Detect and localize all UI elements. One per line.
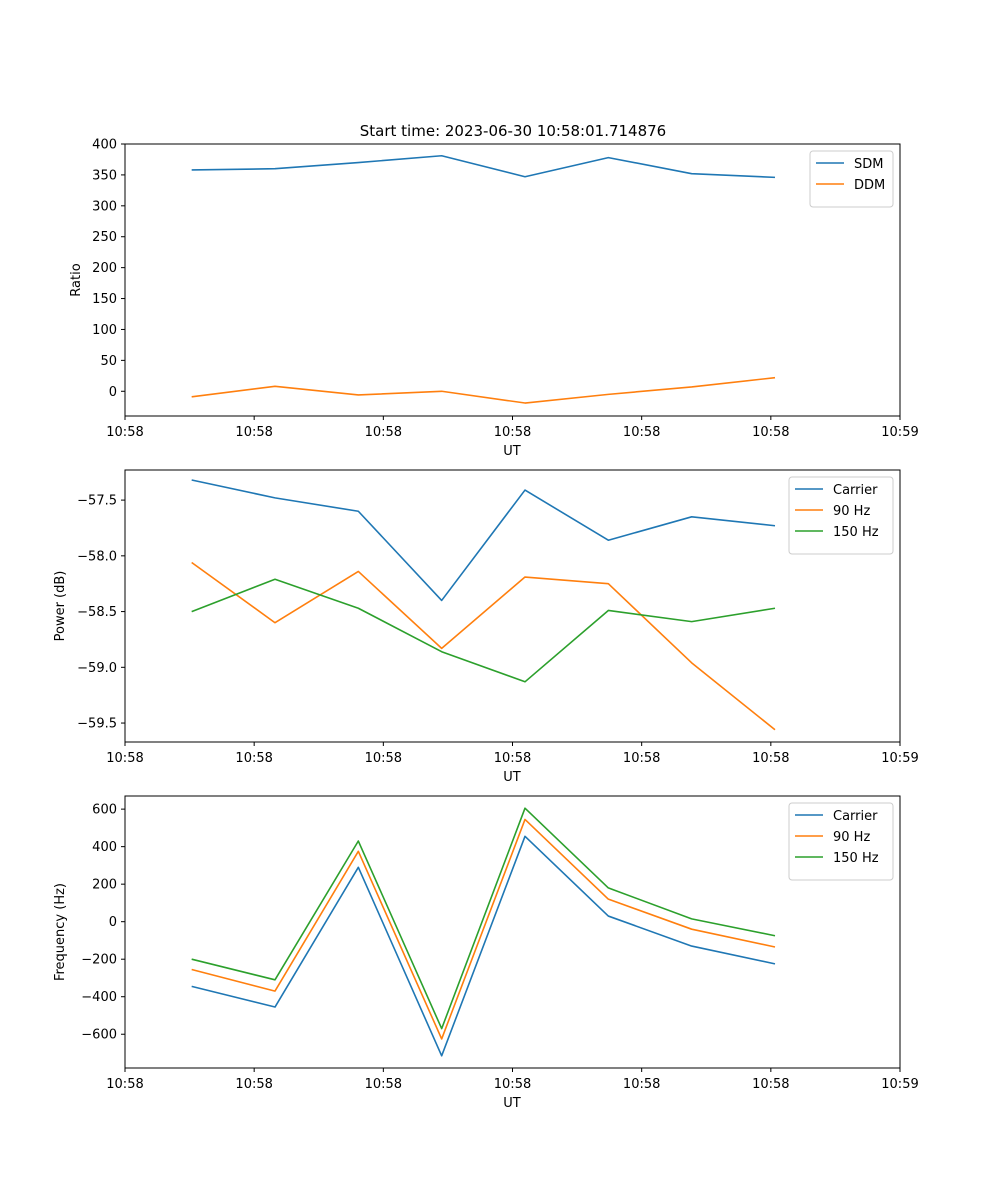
series-line-sdm — [191, 154, 776, 179]
x-tick-label: 10:58 — [752, 1077, 789, 1092]
series-line-carrier — [191, 479, 776, 602]
subplot-3: 10:58 10:58 10:58 10:58 10:58 10:58 10:59 −600 −… — [53, 795, 919, 1111]
x-axis-label: UT — [503, 770, 521, 785]
y-tick-label: −58.5 — [77, 605, 117, 620]
subplot-1: 10:58 10:58 10:58 10:58 10:58 10:58 10:59 0 50 10… — [69, 138, 919, 460]
legend-label: Carrier — [833, 809, 878, 824]
series-line-150-hz — [191, 807, 776, 1030]
x-tick-label: 10:58 — [235, 1077, 272, 1092]
y-axis-label: Frequency (Hz) — [53, 883, 68, 981]
y-tick-label: 250 — [92, 230, 117, 245]
y-tick-label: 0 — [109, 915, 117, 930]
y-tick-label: 600 — [92, 803, 117, 818]
chart-title: Start time: 2023-06-30 10:58:01.714876 — [360, 122, 666, 140]
x-tick-label: 10:58 — [106, 425, 143, 440]
y-tick-label: −58.0 — [77, 549, 117, 564]
y-axis-label: Power (dB) — [53, 571, 68, 642]
subplot-2: 10:58 10:58 10:58 10:58 10:58 10:58 10:59 −59.5… — [53, 469, 919, 785]
legend-label: SDM — [854, 157, 883, 172]
legend-label: 150 Hz — [833, 525, 879, 540]
series-line-90-hz — [191, 561, 776, 731]
x-tick-label: 10:58 — [752, 425, 789, 440]
y-tick-label: 100 — [92, 323, 117, 338]
legend-box — [788, 802, 894, 881]
series-line-ddm — [191, 376, 776, 404]
x-tick-label: 10:58 — [365, 1077, 402, 1092]
x-tick-label: 10:58 — [623, 425, 660, 440]
y-axis-label: Ratio — [69, 263, 84, 296]
x-tick-label: 10:58 — [235, 425, 272, 440]
x-tick-label: 10:59 — [881, 1077, 918, 1092]
x-tick-label: 10:58 — [494, 1077, 531, 1092]
x-tick-label: 10:58 — [494, 751, 531, 766]
x-tick-label: 10:59 — [881, 425, 918, 440]
legend: Carrier 90 Hz 150 Hz — [788, 476, 894, 555]
y-tick-label: −59.5 — [77, 717, 117, 732]
x-tick-label: 10:58 — [365, 425, 402, 440]
x-tick-label: 10:58 — [106, 1077, 143, 1092]
x-tick-label: 10:58 — [623, 751, 660, 766]
y-tick-label: 400 — [92, 840, 117, 855]
series-line-carrier — [191, 835, 776, 1057]
x-tick-label: 10:58 — [752, 751, 789, 766]
series-line-90-hz — [191, 818, 776, 1040]
legend-box — [809, 150, 894, 208]
y-tick-label: −400 — [81, 990, 117, 1005]
x-axis-label: UT — [503, 1096, 521, 1111]
axes-frame — [124, 469, 901, 743]
legend-label: 90 Hz — [833, 830, 870, 845]
series-line-150-hz — [191, 578, 776, 683]
axes-frame — [124, 143, 901, 417]
legend-label: Carrier — [833, 483, 878, 498]
y-tick-label: 400 — [92, 138, 117, 153]
legend-label: 90 Hz — [833, 504, 870, 519]
x-tick-label: 10:59 — [881, 751, 918, 766]
x-tick-label: 10:58 — [106, 751, 143, 766]
y-tick-label: 0 — [109, 385, 117, 400]
y-tick-label: 150 — [92, 292, 117, 307]
legend: SDM DDM — [809, 150, 894, 208]
axes-frame — [124, 795, 901, 1069]
x-axis-label: UT — [503, 444, 521, 459]
legend-box — [788, 476, 894, 555]
legend-label: DDM — [854, 178, 885, 193]
y-tick-label: 200 — [92, 878, 117, 893]
y-tick-label: −200 — [81, 953, 117, 968]
x-tick-label: 10:58 — [623, 1077, 660, 1092]
x-tick-label: 10:58 — [494, 425, 531, 440]
y-tick-label: −59.0 — [77, 661, 117, 676]
y-tick-label: 350 — [92, 168, 117, 183]
y-tick-label: 200 — [92, 261, 117, 276]
y-tick-label: 300 — [92, 199, 117, 214]
y-tick-label: −57.5 — [77, 494, 117, 509]
legend-label: 150 Hz — [833, 851, 879, 866]
y-tick-label: 50 — [100, 354, 117, 369]
x-tick-label: 10:58 — [365, 751, 402, 766]
y-tick-label: −600 — [81, 1028, 117, 1043]
x-tick-label: 10:58 — [235, 751, 272, 766]
legend: Carrier 90 Hz 150 Hz — [788, 802, 894, 881]
